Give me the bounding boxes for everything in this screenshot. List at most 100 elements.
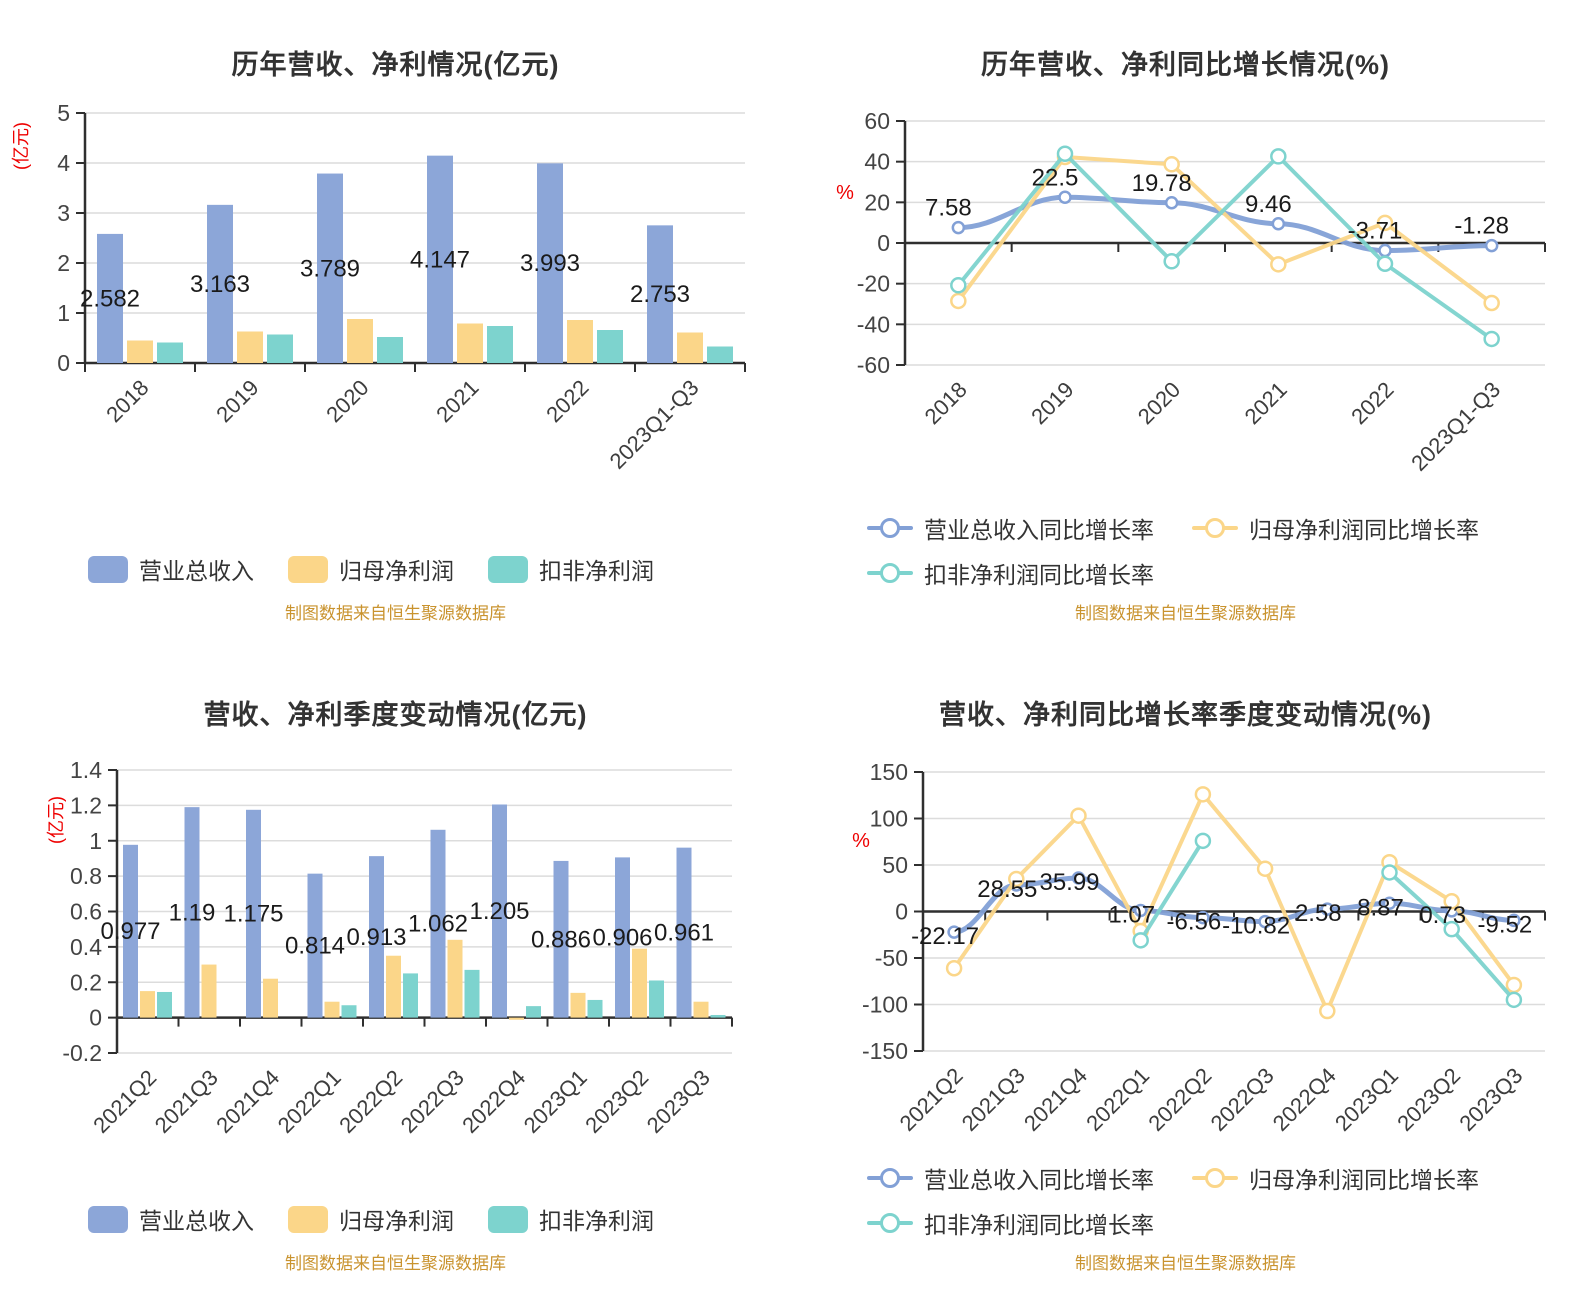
svg-text:4.147: 4.147: [410, 246, 470, 273]
svg-text:2023Q2: 2023Q2: [580, 1065, 653, 1138]
legend-label: 营业总收入: [139, 558, 254, 584]
legend-item-deducted-profit[interactable]: 扣非净利润: [488, 1202, 654, 1236]
svg-text:0.906: 0.906: [592, 925, 652, 952]
svg-text:100: 100: [870, 806, 908, 832]
legend-label: 营业总收入同比增长率: [924, 517, 1154, 543]
svg-text:3.789: 3.789: [300, 255, 360, 282]
svg-text:%: %: [852, 830, 870, 852]
legend-label: 扣非净利润: [539, 1208, 654, 1234]
line-value-labels: 7.58 22.5 19.78 9.46 -3.71 -1.28: [925, 164, 1509, 244]
y-axis-labels: -0.2 0 0.2 0.4 0.6 0.8 1 1.2 1.4: [62, 757, 117, 1066]
svg-text:2018: 2018: [920, 377, 972, 429]
svg-text:2023Q3: 2023Q3: [1454, 1063, 1527, 1136]
legend-swatch: [488, 555, 528, 583]
svg-text:2020: 2020: [1133, 377, 1185, 429]
svg-text:0: 0: [877, 230, 890, 256]
svg-text:1.07: 1.07: [1108, 902, 1155, 929]
legend-swatch: [288, 555, 328, 583]
legend-item-deducted-profit-growth[interactable]: 扣非净利润同比增长率: [867, 1206, 1154, 1240]
annual-performance-plot: 0 1 2 3 4 5 2018 2019 2020 2021 2022 2023Q1-Q3 (亿元) 2…: [11, 100, 746, 474]
svg-text:2023Q1-Q3: 2023Q1-Q3: [1406, 377, 1505, 476]
svg-text:-9.52: -9.52: [1478, 911, 1533, 938]
svg-text:2022Q3: 2022Q3: [1206, 1063, 1279, 1136]
svg-text:-6.56: -6.56: [1167, 909, 1222, 936]
legend-label: 扣非净利润: [539, 558, 654, 584]
svg-text:3: 3: [57, 200, 70, 226]
legend-item-deducted-profit[interactable]: 扣非净利润: [488, 552, 654, 586]
svg-text:2022Q4: 2022Q4: [1268, 1063, 1341, 1136]
legend-label: 营业总收入同比增长率: [924, 1167, 1154, 1193]
svg-text:2023Q1: 2023Q1: [519, 1065, 592, 1138]
legend-line-marker: [1192, 517, 1238, 539]
line-revenue-growth: [947, 871, 1521, 939]
svg-text:40: 40: [864, 149, 890, 175]
svg-text:2022Q2: 2022Q2: [1143, 1063, 1216, 1136]
axis-unit-label: (亿元): [46, 796, 66, 844]
legend-item-revenue-growth[interactable]: 营业总收入同比增长率: [867, 1161, 1154, 1195]
svg-text:2022Q2: 2022Q2: [334, 1065, 407, 1138]
svg-text:-40: -40: [857, 311, 890, 337]
svg-text:2021Q3: 2021Q3: [957, 1063, 1030, 1136]
svg-text:-150: -150: [862, 1038, 908, 1064]
legend-label: 扣非净利润同比增长率: [924, 562, 1154, 588]
svg-text:2.58: 2.58: [1295, 900, 1342, 927]
legend-item-revenue[interactable]: 营业总收入: [88, 1202, 254, 1236]
chart-title: 营收、净利季度变动情况(亿元): [203, 700, 588, 731]
line-deducted-profit-growth: [950, 145, 1500, 348]
circle-marker-icon: [1205, 518, 1225, 538]
grid: [905, 120, 1545, 366]
svg-text:2023Q2: 2023Q2: [1392, 1063, 1465, 1136]
legend-item-net-profit[interactable]: 归母净利润: [288, 1202, 454, 1236]
line-value-labels: -22.17 28.55 35.99 1.07 -6.56 -10.82 2.58 8.87 0…: [911, 869, 1532, 950]
circle-marker-icon: [880, 1168, 900, 1188]
svg-text:(亿元): (亿元): [11, 122, 31, 170]
legend-item-revenue[interactable]: 营业总收入: [88, 552, 254, 586]
svg-text:0.814: 0.814: [285, 933, 345, 960]
legend-item-net-profit-growth[interactable]: 归母净利润同比增长率: [1192, 1161, 1479, 1195]
svg-text:0.977: 0.977: [100, 918, 160, 945]
legend-item-net-profit-growth[interactable]: 归母净利润同比增长率: [1192, 511, 1479, 545]
chart-title: 历年营收、净利同比增长情况(%): [981, 50, 1390, 81]
svg-text:-50: -50: [875, 945, 908, 971]
svg-text:22.5: 22.5: [1032, 164, 1079, 191]
grid: [923, 771, 1545, 1052]
quarterly-performance-plot: -0.2 0 0.2 0.4 0.6 0.8 1 1.2 1.4 2021Q22021Q32021…: [46, 757, 733, 1138]
legend-item-net-profit[interactable]: 归母净利润: [288, 552, 454, 586]
svg-text:2022: 2022: [541, 375, 593, 427]
svg-text:%: %: [836, 182, 854, 204]
legend: 营业总收入同比增长率 归母净利润同比增长率扣非净利润同比增长率: [790, 650, 1581, 1300]
svg-text:8.87: 8.87: [1357, 894, 1404, 921]
legend-line-marker: [867, 1212, 913, 1234]
legend-label: 归母净利润: [339, 1208, 454, 1234]
svg-text:(亿元): (亿元): [46, 796, 66, 844]
svg-text:2021Q3: 2021Q3: [150, 1065, 223, 1138]
legend-item-deducted-profit-growth[interactable]: 扣非净利润同比增长率: [867, 556, 1154, 590]
svg-text:5: 5: [57, 100, 70, 126]
svg-text:20: 20: [864, 189, 890, 215]
svg-text:2022Q3: 2022Q3: [396, 1065, 469, 1138]
bars-revenue: [123, 804, 692, 1018]
legend-label: 归母净利润: [339, 558, 454, 584]
svg-text:0: 0: [57, 350, 70, 376]
svg-text:2: 2: [57, 250, 70, 276]
bar-value-labels: 2.582 3.163 3.789 4.147 3.993 2.753: [80, 246, 690, 312]
svg-text:0.2: 0.2: [70, 969, 102, 995]
legend-item-revenue-growth[interactable]: 营业总收入同比增长率: [867, 511, 1154, 545]
svg-text:-0.2: -0.2: [62, 1040, 102, 1066]
svg-text:-3.71: -3.71: [1348, 218, 1403, 245]
bars-deducted-profit: [157, 969, 726, 1018]
grid: [85, 112, 745, 314]
legend-line-marker: [867, 562, 913, 584]
legend-swatch: [88, 1205, 128, 1233]
svg-text:2018: 2018: [101, 375, 153, 427]
svg-text:2022Q1: 2022Q1: [273, 1065, 346, 1138]
legend: 营业总收入 归母净利润 扣非净利润: [0, 0, 791, 650]
legend-line-marker: [867, 517, 913, 539]
svg-text:35.99: 35.99: [1039, 869, 1099, 896]
line-deducted-profit-growth: [1132, 832, 1523, 1009]
svg-text:2022Q4: 2022Q4: [457, 1065, 530, 1138]
svg-text:2020: 2020: [321, 375, 373, 427]
legend-label: 归母净利润同比增长率: [1249, 1167, 1479, 1193]
